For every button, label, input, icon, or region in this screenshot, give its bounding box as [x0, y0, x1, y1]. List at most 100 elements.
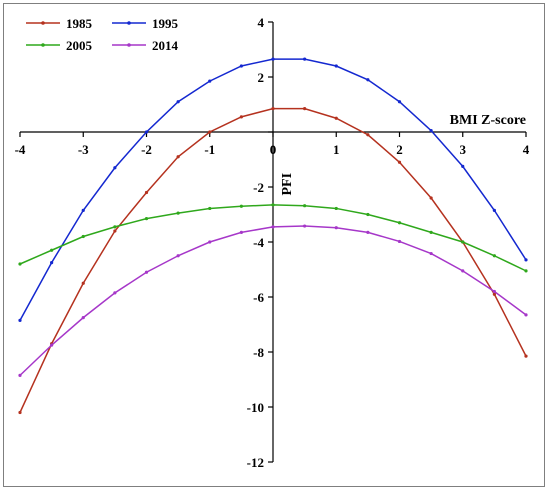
data-point: [524, 269, 528, 273]
y-tick-label: -12: [247, 455, 264, 470]
y-tick-label: -2: [253, 180, 264, 195]
data-point: [461, 240, 465, 244]
data-point: [334, 116, 338, 120]
series-layer: [18, 57, 528, 415]
data-point: [208, 79, 212, 83]
x-tick-label: -2: [141, 142, 152, 157]
legend-item-1995: 1995: [112, 16, 179, 31]
data-point: [334, 206, 338, 211]
legend-marker: [41, 21, 45, 25]
data-point: [303, 224, 307, 228]
data-point: [461, 269, 465, 273]
series-2005: [18, 203, 528, 273]
data-point: [208, 130, 212, 134]
data-point: [397, 221, 402, 225]
data-point: [81, 316, 85, 320]
data-point: [18, 373, 22, 377]
data-point: [524, 313, 528, 317]
legend-label: 2005: [66, 38, 93, 53]
data-point: [334, 64, 338, 68]
x-tick-label: 4: [523, 142, 530, 157]
legend: 1985 1995 2005 2014: [26, 16, 179, 53]
data-point: [429, 196, 433, 200]
data-point: [366, 78, 370, 82]
legend-item-1985: 1985: [26, 16, 93, 31]
legend-label: 1995: [152, 16, 179, 31]
data-point: [429, 230, 433, 234]
data-point: [113, 291, 117, 295]
series-1995: [18, 57, 528, 322]
data-point: [271, 107, 275, 111]
data-point: [492, 292, 496, 296]
y-tick-label: -6: [253, 290, 264, 305]
y-tick-label: -10: [247, 400, 264, 415]
legend-label: 1985: [66, 16, 93, 31]
x-tick-label: -3: [78, 142, 89, 157]
data-point: [50, 343, 54, 347]
y-tick-label: -4: [253, 235, 264, 250]
data-point: [239, 115, 243, 119]
data-point: [81, 208, 85, 212]
series-2014: [18, 224, 528, 377]
data-point: [176, 211, 180, 215]
data-point: [176, 254, 180, 258]
data-point: [397, 239, 402, 244]
data-point: [18, 410, 22, 415]
data-point: [429, 129, 433, 133]
data-point: [492, 208, 496, 212]
legend-marker: [127, 43, 131, 47]
data-point: [492, 289, 496, 294]
data-point: [208, 206, 212, 211]
data-point: [239, 230, 243, 234]
y-tick-label: -8: [253, 345, 264, 360]
data-point: [144, 217, 149, 221]
data-point: [524, 354, 528, 358]
data-point: [397, 100, 402, 104]
data-point: [303, 57, 307, 61]
x-tick-label: 2: [396, 142, 403, 157]
data-point: [366, 212, 370, 217]
data-point: [50, 248, 54, 252]
data-point: [271, 203, 275, 207]
data-point: [366, 133, 370, 137]
y-tick-label: 4: [258, 15, 265, 30]
data-point: [461, 164, 465, 168]
data-point: [524, 258, 528, 262]
data-point: [429, 251, 433, 256]
data-point: [81, 281, 85, 285]
data-point: [113, 225, 117, 229]
y-tick-label: 2: [258, 70, 265, 85]
x-axis-title: BMI Z-score: [450, 113, 526, 128]
data-point: [366, 230, 370, 234]
x-tick-label: 0: [270, 142, 277, 157]
x-tick-label: -4: [15, 142, 26, 157]
data-point: [176, 155, 180, 159]
x-tick-label: -1: [204, 142, 215, 157]
legend-label: 2014: [152, 38, 179, 53]
chart-frame: [3, 3, 545, 487]
series-1985: [18, 107, 528, 415]
data-point: [113, 166, 117, 170]
data-point: [144, 270, 149, 274]
legend-item-2014: 2014: [112, 38, 179, 53]
legend-item-2005: 2005: [26, 38, 93, 53]
data-point: [50, 261, 54, 265]
y-axis-title: PFI: [280, 173, 295, 196]
data-point: [492, 254, 496, 258]
data-point: [303, 204, 307, 208]
data-point: [239, 204, 243, 208]
data-point: [176, 100, 180, 104]
data-point: [144, 130, 149, 134]
data-point: [144, 190, 149, 195]
data-point: [113, 229, 117, 233]
data-point: [271, 57, 275, 61]
legend-marker: [127, 21, 131, 25]
data-point: [18, 262, 22, 266]
data-point: [239, 64, 243, 68]
x-tick-label: 3: [460, 142, 467, 157]
data-point: [18, 318, 22, 322]
axes: -4 -3 -2 -1 0 1 2 3 4-12-10-8-6-4-224: [15, 15, 530, 470]
data-point: [397, 160, 402, 164]
data-point: [271, 225, 275, 229]
